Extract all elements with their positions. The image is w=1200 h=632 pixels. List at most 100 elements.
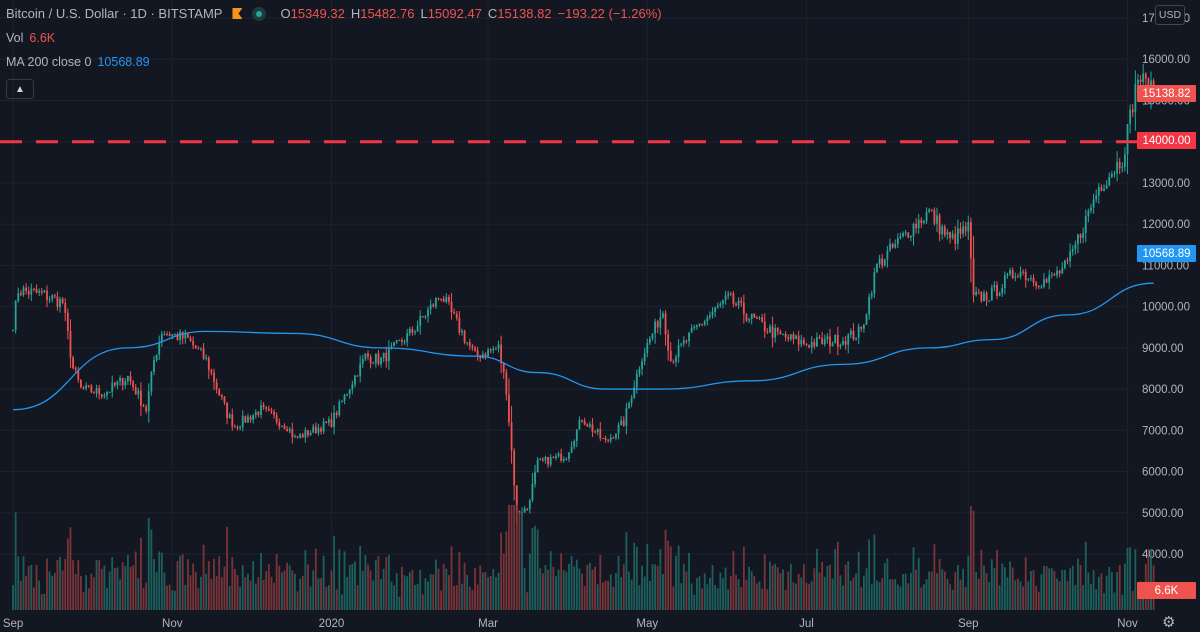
volume-bar	[69, 527, 72, 610]
volume-bar	[474, 567, 476, 610]
volume-bar	[1053, 570, 1056, 610]
level-badge[interactable]: 14000.00	[1137, 132, 1196, 149]
volume-bar	[925, 579, 928, 610]
ma-legend[interactable]: MA 200 close 0 10568.89	[6, 55, 156, 69]
candle-body	[38, 291, 41, 293]
gear-icon[interactable]: ⚙	[1162, 614, 1176, 631]
candle-body	[160, 334, 163, 343]
candle-body	[779, 331, 782, 335]
candle-body	[800, 339, 803, 345]
volume-bar	[1027, 581, 1030, 610]
candle-body	[1024, 271, 1027, 281]
candle-body	[484, 354, 487, 357]
candle-body	[1108, 176, 1111, 186]
candle-body	[852, 330, 855, 340]
volume-bar	[171, 590, 174, 610]
candle-body	[77, 370, 80, 380]
candle-body	[12, 330, 14, 332]
flag-icon[interactable]	[232, 8, 243, 19]
volume-bar	[943, 571, 946, 610]
y-tick-label: 8000.00	[1142, 384, 1184, 396]
symbol-title[interactable]: Bitcoin / U.S. Dollar · 1D · BITSTAMP	[6, 6, 223, 21]
candle-body	[275, 415, 278, 423]
candle-body	[380, 357, 382, 365]
volume-bar	[270, 576, 273, 610]
candle-body	[915, 223, 918, 229]
candle-body	[604, 438, 607, 441]
volume-bar	[930, 571, 933, 610]
x-tick-label: 2020	[319, 618, 345, 630]
candle-body	[581, 420, 583, 422]
volume-bar	[414, 585, 416, 610]
volume-bar	[928, 571, 931, 610]
volume-bar	[675, 555, 677, 610]
candle-body	[889, 243, 891, 251]
volume-bar	[273, 582, 275, 610]
volume-bar	[951, 589, 954, 610]
volume-bar	[231, 557, 234, 610]
candle-body	[821, 338, 824, 345]
volume-bar	[1071, 565, 1074, 610]
volume-label: Vol	[6, 31, 24, 45]
candle-body	[61, 298, 64, 303]
candle-body	[450, 301, 453, 313]
candle-body	[706, 317, 709, 322]
volume-bar	[797, 573, 800, 610]
volume-bar	[719, 572, 722, 610]
volume-bar	[557, 569, 560, 610]
volume-bar	[1045, 566, 1048, 610]
candle-body	[1103, 188, 1105, 191]
candle-body	[341, 401, 343, 403]
candle-body	[784, 334, 787, 338]
volume-bar	[823, 576, 826, 610]
candle-body	[440, 298, 442, 300]
candle-body	[792, 334, 795, 340]
candle-body	[1100, 187, 1103, 191]
candle-body	[883, 259, 886, 266]
volume-legend[interactable]: Vol 6.6K	[6, 31, 61, 45]
volume-bar	[184, 584, 187, 610]
volume-bar	[656, 565, 659, 610]
candle-body	[495, 348, 497, 350]
volume-bar	[100, 568, 103, 610]
volume-bar	[769, 561, 771, 610]
volume-bar	[612, 586, 615, 610]
volume-bar	[495, 576, 497, 610]
market-status-icon	[252, 6, 267, 21]
volume-bar	[406, 576, 409, 610]
candle-body	[1129, 109, 1132, 125]
candle-body	[434, 297, 437, 307]
candle-body	[930, 209, 933, 211]
volume-bar	[808, 583, 810, 610]
currency-button[interactable]: USD	[1155, 5, 1185, 25]
candle-body	[714, 307, 717, 312]
candle-body	[711, 311, 714, 316]
candle-body	[774, 328, 777, 338]
candle-body	[348, 389, 351, 395]
candle-body	[419, 315, 422, 326]
candle-body	[941, 226, 944, 235]
volume-bar	[249, 580, 252, 610]
volume-bar	[821, 561, 824, 610]
volume-bar	[763, 554, 766, 610]
candle-body	[813, 341, 816, 347]
candle-body	[155, 354, 158, 361]
volume-bar	[121, 562, 124, 610]
volume-bar	[288, 565, 291, 610]
volume-bar	[873, 534, 876, 610]
volume-bar	[555, 576, 557, 610]
volume-bar	[1050, 568, 1053, 610]
candle-body	[393, 342, 396, 347]
candle-body	[137, 390, 140, 395]
candle-body	[1110, 173, 1113, 177]
candle-body	[996, 285, 998, 296]
volume-bar	[153, 558, 155, 610]
volume-bar	[401, 566, 403, 610]
volume-bar	[860, 587, 863, 610]
candle-body	[429, 304, 432, 310]
volume-bar	[970, 506, 972, 610]
collapse-legend-button[interactable]: ▲	[6, 79, 34, 99]
volume-bar	[27, 566, 30, 610]
volume-bar	[539, 568, 542, 610]
